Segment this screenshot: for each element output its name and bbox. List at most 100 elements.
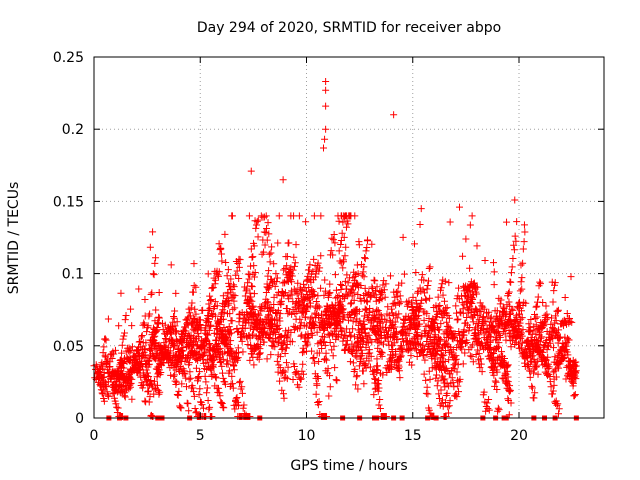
data-point: [231, 405, 239, 413]
data-point: [262, 212, 270, 220]
data-point: [218, 400, 226, 408]
data-point: [370, 391, 378, 399]
y-tick-label: 0.15: [53, 194, 84, 210]
data-point: [190, 315, 198, 323]
data-point: [193, 408, 201, 416]
data-point: [445, 402, 453, 410]
data-point: [387, 272, 395, 280]
data-point: [361, 254, 369, 262]
data-point: [249, 253, 257, 261]
data-point: [481, 257, 489, 265]
data-point: [284, 310, 292, 318]
outlier-point: [322, 125, 330, 133]
data-point: [229, 384, 237, 392]
data-point: [363, 298, 371, 306]
data-point: [255, 311, 263, 319]
data-point: [189, 341, 197, 349]
data-point: [113, 408, 121, 416]
data-point: [149, 380, 157, 388]
data-point: [159, 350, 167, 358]
data-point: [276, 377, 284, 385]
data-point: [246, 296, 254, 304]
data-point: [341, 346, 349, 354]
data-point: [456, 308, 464, 316]
data-point: [339, 264, 347, 272]
data-point: [127, 346, 135, 354]
data-point: [192, 355, 200, 363]
data-point: [353, 372, 361, 380]
data-point: [425, 264, 433, 272]
data-point: [252, 224, 260, 232]
data-point: [118, 349, 126, 357]
data-point: [225, 323, 233, 331]
data-point: [232, 271, 240, 279]
data-point: [227, 329, 235, 337]
data-point: [101, 352, 109, 360]
data-point: [215, 268, 223, 276]
data-point: [194, 325, 202, 333]
data-point: [534, 293, 542, 301]
data-point: [183, 316, 191, 324]
data-point: [376, 405, 384, 413]
data-point: [152, 326, 160, 334]
data-point: [422, 389, 430, 397]
outlier-point: [390, 111, 398, 119]
data-point: [235, 263, 243, 271]
outlier-point: [322, 86, 330, 94]
data-point: [244, 279, 252, 287]
data-point: [490, 259, 498, 267]
data-point: [534, 370, 542, 378]
data-point: [433, 382, 441, 390]
data-point: [238, 383, 246, 391]
data-point: [198, 401, 206, 409]
data-point: [148, 383, 156, 391]
data-point: [217, 312, 225, 320]
data-point: [322, 349, 330, 357]
data-point: [172, 327, 180, 335]
data-point: [291, 309, 299, 317]
data-point: [147, 291, 155, 299]
data-point: [253, 218, 261, 226]
data-point: [519, 245, 527, 253]
data-point: [267, 249, 275, 257]
data-point: [159, 326, 167, 334]
data-point: [144, 369, 152, 377]
data-point: [353, 353, 361, 361]
data-point: [206, 292, 214, 300]
data-point: [194, 316, 202, 324]
data-point: [195, 391, 203, 399]
data-point: [199, 351, 207, 359]
data-point: [104, 315, 112, 323]
data-point: [213, 302, 221, 310]
data-point: [255, 355, 263, 363]
data-point: [187, 347, 195, 355]
data-point: [110, 350, 118, 358]
data-point: [152, 340, 160, 348]
data-point: [206, 403, 214, 411]
data-point: [195, 368, 203, 376]
data-point: [446, 218, 454, 226]
data-point: [136, 365, 144, 373]
data-point: [191, 305, 199, 313]
data-point: [214, 271, 222, 279]
data-point: [212, 373, 220, 381]
data-point: [110, 389, 118, 397]
data-point: [210, 346, 218, 354]
data-point: [256, 345, 264, 353]
data-point: [117, 289, 125, 297]
data-point: [241, 410, 249, 418]
data-point: [180, 367, 188, 375]
data-point: [167, 322, 175, 330]
data-point: [221, 230, 229, 238]
data-point: [504, 395, 512, 403]
data-point: [171, 322, 179, 330]
data-point: [97, 386, 105, 394]
data-point: [533, 302, 541, 310]
data-point: [175, 345, 183, 353]
data-point: [299, 360, 307, 368]
data-point: [103, 388, 111, 396]
data-point: [285, 239, 293, 247]
data-point: [126, 348, 134, 356]
data-point: [143, 372, 151, 380]
data-point: [175, 387, 183, 395]
